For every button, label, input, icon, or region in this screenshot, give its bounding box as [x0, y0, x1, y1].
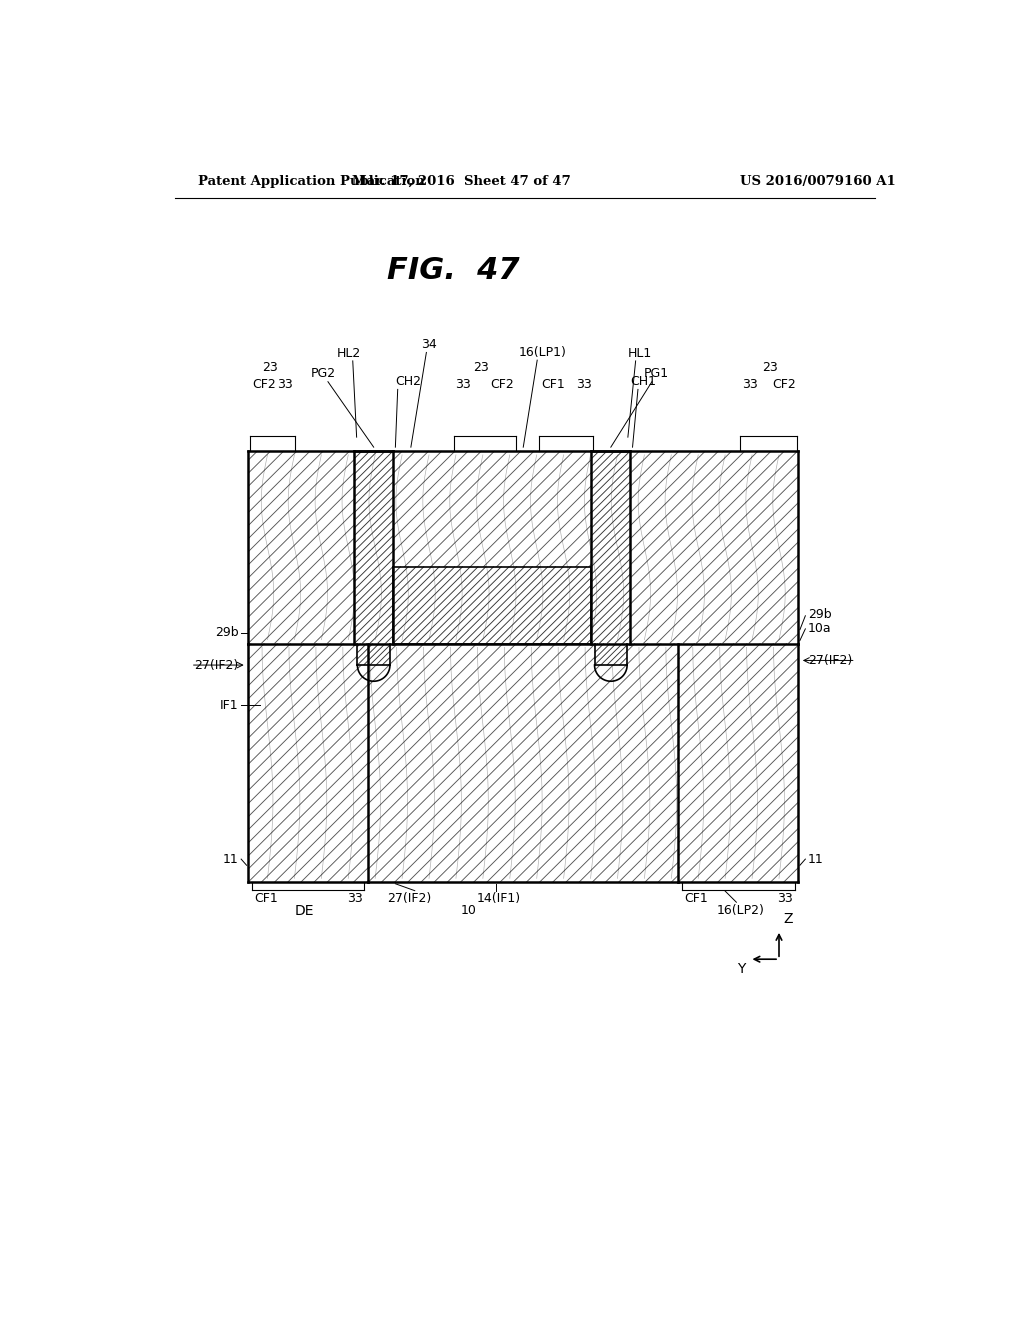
Text: DE: DE — [295, 904, 314, 917]
Text: 23: 23 — [262, 360, 278, 374]
Bar — [354, 451, 393, 644]
Bar — [248, 644, 369, 882]
Bar — [595, 644, 627, 665]
Text: 10a: 10a — [808, 622, 831, 635]
Text: 29b: 29b — [808, 607, 831, 620]
Text: 11: 11 — [808, 853, 823, 866]
Bar — [248, 451, 799, 882]
Text: CF2: CF2 — [772, 378, 796, 391]
Text: 16(LP2): 16(LP2) — [717, 904, 764, 917]
Text: 33: 33 — [575, 378, 592, 391]
Text: 27(IF2): 27(IF2) — [387, 892, 431, 906]
Text: Patent Application Publication: Patent Application Publication — [198, 176, 425, 187]
Text: 14(IF1): 14(IF1) — [476, 892, 520, 906]
Bar — [592, 451, 630, 644]
Text: 33: 33 — [455, 378, 471, 391]
Text: HL2: HL2 — [337, 347, 361, 360]
Text: 27(IF2): 27(IF2) — [808, 653, 852, 667]
Bar — [678, 644, 799, 882]
Text: 34: 34 — [421, 338, 436, 351]
Text: 23: 23 — [762, 360, 777, 374]
Text: IF1: IF1 — [220, 698, 239, 711]
Text: CH2: CH2 — [395, 375, 421, 388]
Text: CF1: CF1 — [254, 892, 279, 906]
Text: 11: 11 — [223, 853, 239, 866]
Text: 29b: 29b — [215, 626, 239, 639]
Text: CF2: CF2 — [490, 378, 514, 391]
Text: Mar. 17, 2016  Sheet 47 of 47: Mar. 17, 2016 Sheet 47 of 47 — [352, 176, 570, 187]
Text: 16(LP1): 16(LP1) — [519, 346, 566, 359]
Bar — [393, 566, 592, 644]
Text: 23: 23 — [473, 360, 488, 374]
Text: 10: 10 — [461, 904, 477, 917]
Bar — [369, 644, 678, 882]
Text: PG1: PG1 — [644, 367, 669, 380]
Text: 27(IF2): 27(IF2) — [195, 659, 239, 672]
Text: CF1: CF1 — [541, 378, 565, 391]
Text: PG2: PG2 — [310, 367, 336, 380]
Text: FIG.  47: FIG. 47 — [387, 256, 520, 285]
Text: Y: Y — [737, 962, 745, 977]
Text: Z: Z — [783, 912, 793, 927]
Text: US 2016/0079160 A1: US 2016/0079160 A1 — [740, 176, 896, 187]
Text: CF1: CF1 — [684, 892, 709, 906]
Text: HL1: HL1 — [628, 347, 651, 360]
Bar — [357, 644, 390, 665]
Text: 33: 33 — [742, 378, 759, 391]
Text: CF2: CF2 — [252, 378, 275, 391]
Text: 33: 33 — [278, 378, 293, 391]
Text: CH1: CH1 — [630, 375, 656, 388]
Text: 33: 33 — [777, 892, 793, 906]
Text: 33: 33 — [347, 892, 362, 906]
